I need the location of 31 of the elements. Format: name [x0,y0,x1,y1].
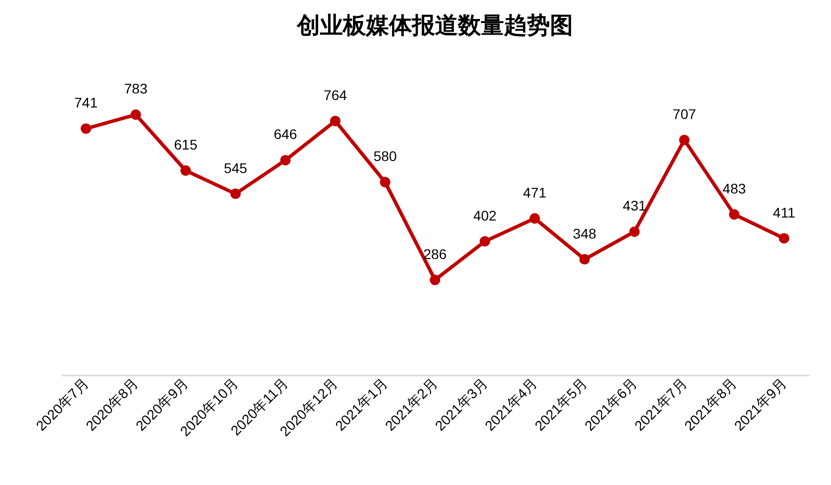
data-label: 431 [622,198,646,214]
point [130,109,142,120]
data-label: 646 [274,126,298,142]
data-label: 348 [572,225,596,242]
point [330,116,341,126]
point [679,134,690,146]
point [80,123,92,134]
data-label: 411 [772,204,796,220]
point [180,165,191,176]
data-label: 545 [224,160,248,176]
data-label: 764 [324,86,348,103]
data-label: 471 [523,184,547,200]
data-label: 783 [124,80,148,97]
chart-title: 创业板媒体报道数量趋势图 [296,12,573,39]
data-label: 615 [174,136,198,153]
point [430,274,440,286]
point [380,176,390,188]
data-label: 286 [423,246,447,262]
point [579,254,590,265]
point [778,233,790,244]
point [529,213,540,224]
point [230,188,241,200]
data-label: 741 [74,94,98,111]
point [480,236,490,247]
point [728,209,740,220]
data-label: 707 [672,106,696,122]
data-label: 402 [473,207,497,224]
data-label: 483 [722,180,746,196]
point [629,226,640,237]
data-label: 580 [373,148,398,164]
point [280,154,291,166]
